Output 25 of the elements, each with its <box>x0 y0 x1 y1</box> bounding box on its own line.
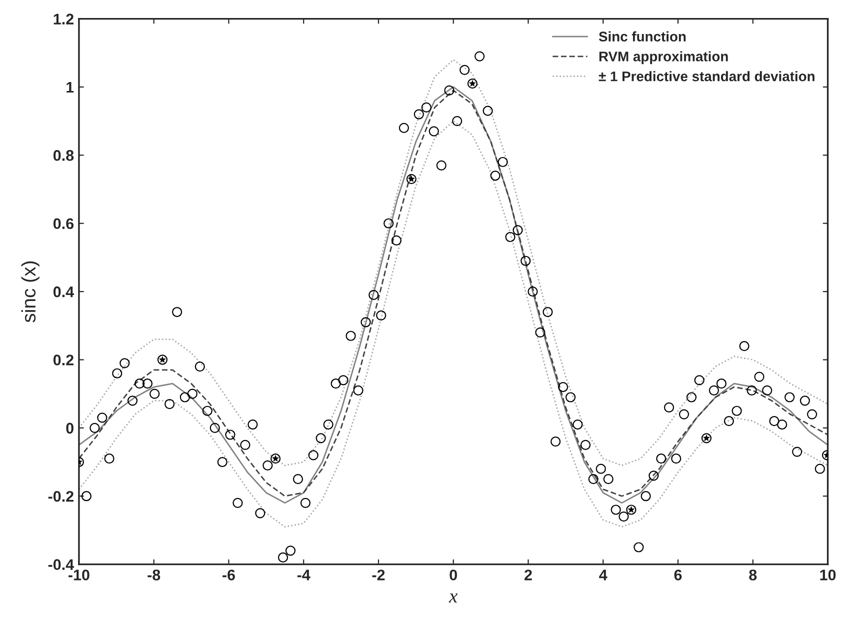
y-tick-label: 0 <box>66 422 74 434</box>
x-tick-label: 6 <box>674 570 682 580</box>
y-tick-label: -0.2 <box>48 490 74 502</box>
x-tick-label: 2 <box>524 570 532 580</box>
x-tick-label: -2 <box>372 570 385 580</box>
y-tick-label: 0.4 <box>53 286 74 298</box>
y-tick-label: 0.8 <box>53 150 74 161</box>
y-tick-label: 0.2 <box>53 354 74 366</box>
x-tick-label: 8 <box>749 570 757 580</box>
y-tick-label: 1 <box>66 82 74 93</box>
x-tick-label: -8 <box>148 570 160 580</box>
y-axis-title: sinc (x) <box>21 261 40 322</box>
x-tick-label: 10 <box>820 570 836 580</box>
x-tick-label: -4 <box>297 570 310 580</box>
x-tick-label: -6 <box>222 570 235 580</box>
legend-label: RVM approximation <box>599 51 728 64</box>
x-tick-label: 0 <box>450 570 457 580</box>
x-tick-label: 4 <box>599 570 608 580</box>
y-tick-label: 1.2 <box>54 14 74 24</box>
y-tick-label: 0.6 <box>53 218 74 230</box>
y-tick-label: -0.4 <box>48 559 74 570</box>
legend-label: ± 1 Predictive standard deviation <box>598 71 814 82</box>
x-axis-title: x <box>448 594 458 602</box>
legend-label: Sinc function <box>598 31 686 42</box>
x-tick-label: -10 <box>68 570 90 580</box>
